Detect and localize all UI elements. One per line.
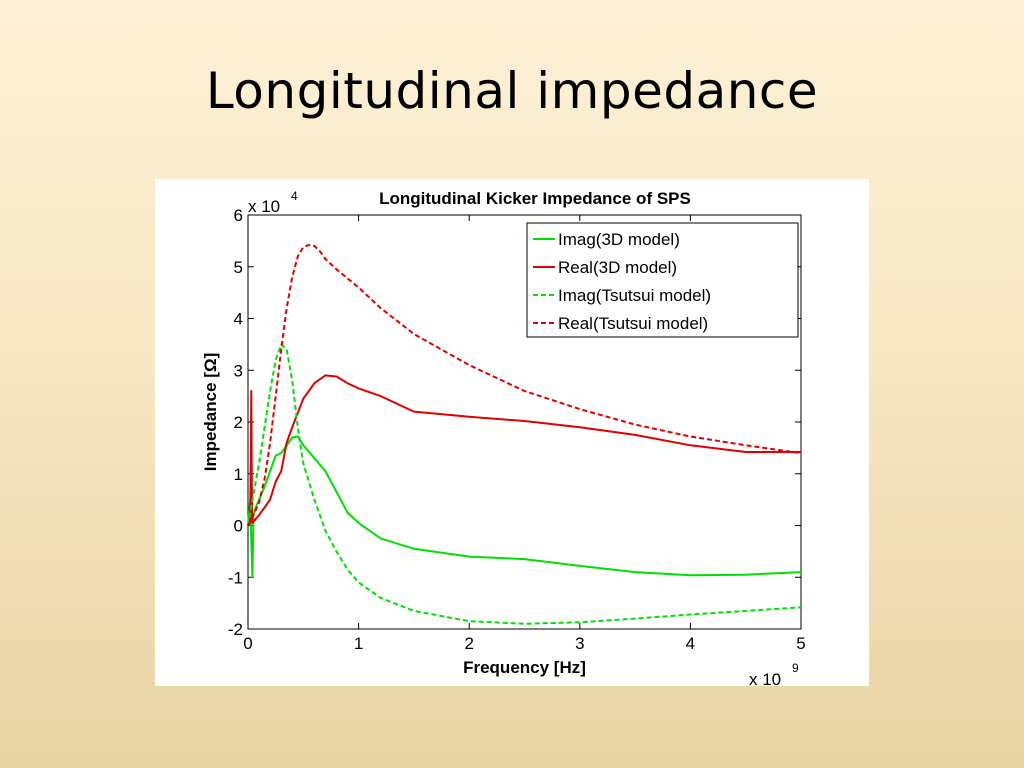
x-tick-label: 4 [686,634,695,653]
series-line-1 [248,375,801,525]
x-tick-label: 1 [354,634,363,653]
impedance-chart: 0 1 2 3 4 5 -2 -1 0 1 2 3 4 5 6 Longitudinal Kicker Imp… [155,179,869,686]
slide-title: Longitudinal impedance [0,62,1024,120]
series-line-2 [248,344,801,623]
chart-figure: 0 1 2 3 4 5 -2 -1 0 1 2 3 4 5 6 Longitudinal Kicker Imp… [155,179,869,686]
y-tick-label: 4 [234,310,243,329]
y-tick-label: 2 [234,413,243,432]
y-multiplier-base: x 10 [248,197,280,216]
y-tick-label: 6 [234,206,243,225]
legend-label-2: Imag(Tsutsui model) [558,286,711,305]
legend-label-0: Imag(3D model) [558,230,680,249]
x-axis-label: Frequency [Hz] [463,658,586,677]
y-tick-label: 3 [234,361,243,380]
y-tick-label: 1 [234,465,243,484]
y-axis-label: Impedance [Ω] [201,353,220,472]
legend-label-3: Real(Tsutsui model) [558,314,708,333]
x-tick-label: 3 [575,634,584,653]
chart-title: Longitudinal Kicker Impedance of SPS [379,189,691,208]
x-tick-label: 0 [243,634,252,653]
y-multiplier-exponent: 4 [291,189,298,203]
y-tick-label: 5 [234,258,243,277]
x-tick-label: 5 [796,634,805,653]
x-multiplier-exponent: 9 [792,661,799,675]
series-line-0 [248,437,801,578]
y-tick-label: -2 [228,620,243,639]
y-tick-label: -1 [228,568,243,587]
y-tick-label: 0 [234,517,243,536]
x-multiplier-base: x 10 [749,670,781,686]
legend-label-1: Real(3D model) [558,258,677,277]
x-tick-label: 2 [464,634,473,653]
